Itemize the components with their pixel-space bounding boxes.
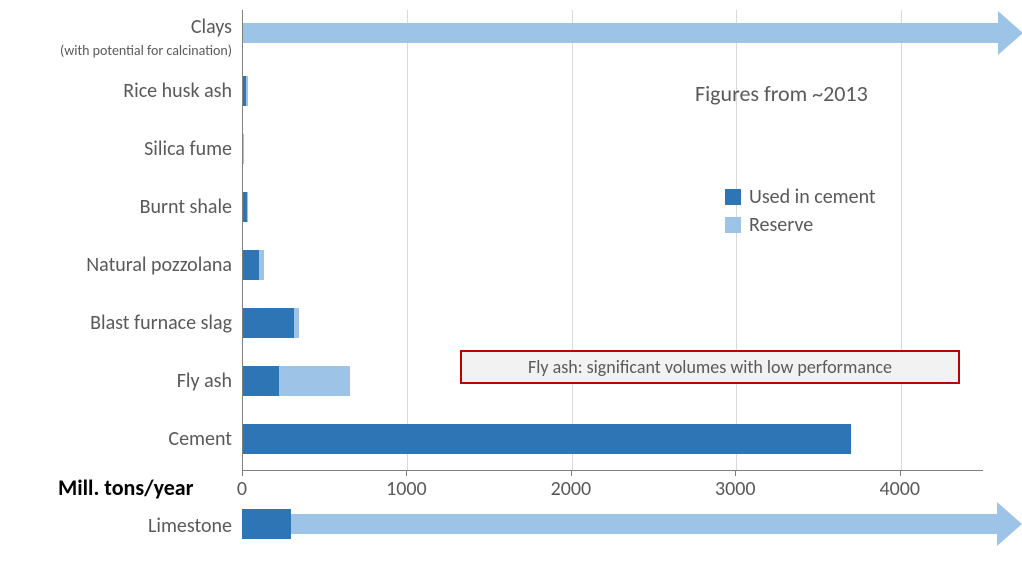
legend-swatch: [725, 189, 741, 205]
bar-reserve: [294, 308, 299, 338]
category-label: Silica fume: [144, 138, 232, 160]
scm-availability-chart: 0 1000 2000 3000 4000 Clays (with potent…: [20, 10, 1000, 550]
flyash-callout: Fly ash: significant volumes with low pe…: [460, 350, 960, 384]
bar-used: [243, 250, 259, 280]
bar-reserve: [247, 192, 248, 222]
x-axis-title: Mill. tons/year: [58, 474, 194, 501]
x-tick: 3000: [715, 477, 756, 501]
legend-item: Used in cement: [725, 185, 876, 209]
x-tick: 2000: [551, 477, 592, 501]
category-label-limestone: Limestone: [148, 514, 232, 538]
bar-reserve: [259, 250, 264, 280]
x-tick: 0: [237, 477, 247, 501]
bar-silica-fume: [243, 134, 244, 164]
legend-label: Reserve: [749, 213, 813, 237]
gridline: [901, 10, 902, 470]
gridline: [572, 10, 573, 470]
bar-blast-furnace-slag: [243, 308, 299, 338]
category-label: Blast furnace slag: [90, 312, 232, 334]
legend: Used in cement Reserve: [725, 185, 876, 241]
bar-rice-husk-ash: [243, 76, 248, 106]
bar-cement: [243, 424, 851, 454]
gridline: [407, 10, 408, 470]
bar-natural-pozzolana: [243, 250, 264, 280]
x-tick: 4000: [880, 477, 921, 501]
x-tick: 1000: [386, 477, 427, 501]
category-label: Natural pozzolana: [86, 254, 232, 276]
legend-swatch: [725, 217, 741, 233]
category-label: Rice husk ash: [123, 80, 232, 102]
bar-reserve: [279, 366, 350, 396]
bar-used: [243, 308, 294, 338]
bar-burnt-shale: [243, 192, 248, 222]
category-label-clays: Clays (with potential for calcination): [60, 16, 232, 60]
legend-label: Used in cement: [749, 185, 876, 209]
bar-used: [243, 424, 851, 454]
category-label: Cement: [168, 428, 232, 450]
bar-used: [243, 366, 279, 396]
legend-item: Reserve: [725, 213, 876, 237]
bar-reserve: [246, 76, 248, 106]
category-label: Fly ash: [177, 370, 232, 392]
bar-fly-ash: [243, 366, 350, 396]
category-label: Burnt shale: [140, 196, 232, 218]
bar-limestone-arrow: [242, 509, 1022, 539]
bar-clays-arrow: [243, 18, 1022, 48]
bar-limestone-used: [242, 509, 291, 539]
source-note: Figures from ~2013: [695, 80, 868, 107]
